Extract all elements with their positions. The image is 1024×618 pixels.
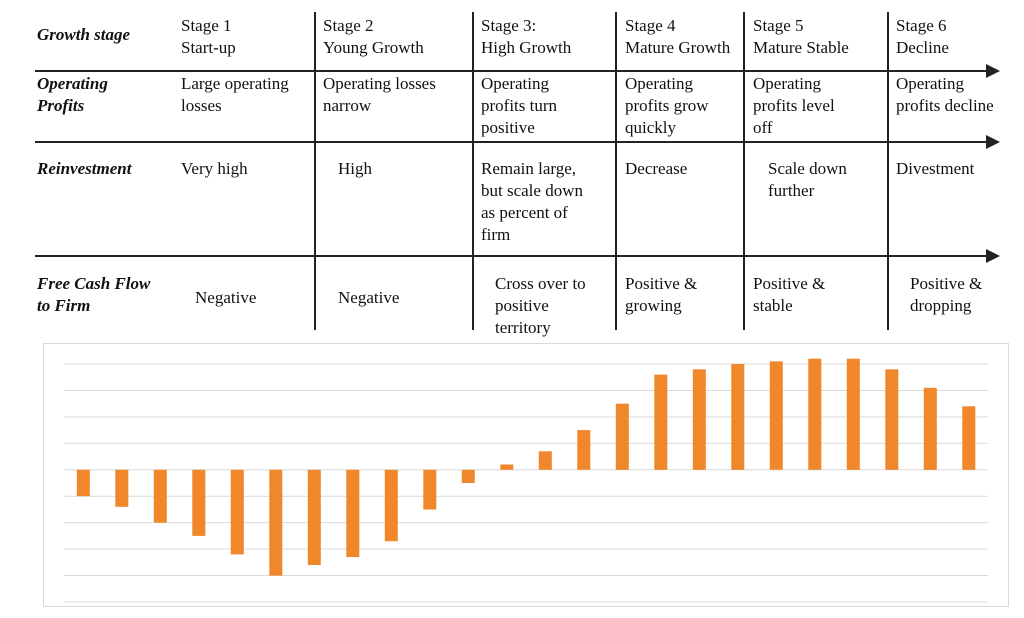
stage-2-reinvestment: High xyxy=(338,159,372,178)
chart-bar xyxy=(577,430,591,470)
chart-plot-area xyxy=(64,358,988,603)
stage-3-title: Stage 3: High Growth xyxy=(481,16,572,57)
stage-6-reinvestment: Divestment xyxy=(896,159,975,178)
chart-bar xyxy=(885,369,899,470)
stage-6-title: Stage 6 Decline xyxy=(896,16,949,57)
chart-bar xyxy=(846,358,860,470)
chart-bar xyxy=(500,464,514,470)
stage-3-fcff: Cross over to positive territory xyxy=(495,274,586,337)
chart-bar xyxy=(230,469,244,555)
stage-5-reinvestment: Scale down further xyxy=(768,159,847,200)
chart-bar xyxy=(346,469,360,558)
stage-divider xyxy=(472,12,474,330)
stage-4-title: Stage 4 Mature Growth xyxy=(625,16,731,57)
chart-bar xyxy=(115,469,129,507)
chart-bar xyxy=(192,469,206,536)
stage-divider xyxy=(887,12,889,330)
arrow-head-icon xyxy=(986,249,1000,263)
stage-divider xyxy=(743,12,745,330)
chart-bar xyxy=(76,469,90,497)
stage-5-title: Stage 5 Mature Stable xyxy=(753,16,849,57)
chart-bar xyxy=(769,361,783,470)
stage-divider xyxy=(615,12,617,330)
timeline-arrow-line-2 xyxy=(35,141,987,143)
stage-1-profits: Large operating losses xyxy=(181,74,289,115)
timeline-arrow-line-1 xyxy=(35,70,987,72)
chart-bar xyxy=(923,387,937,470)
chart-bar xyxy=(384,469,398,542)
chart-bar xyxy=(808,358,822,470)
stage-4-reinvestment: Decrease xyxy=(625,159,688,178)
chart-bar xyxy=(654,374,668,470)
row-label-growth-stage: Growth stage xyxy=(37,25,131,44)
row-label-free-cash-flow: Free Cash Flow to Firm xyxy=(37,274,151,315)
row-label-operating-profits: Operating Profits xyxy=(37,74,108,115)
stage-5-fcff: Positive & stable xyxy=(753,274,826,315)
stage-4-fcff: Positive & growing xyxy=(625,274,698,315)
row-label-reinvestment: Reinvestment xyxy=(37,159,132,178)
stage-1-reinvestment: Very high xyxy=(181,159,248,178)
chart-bar xyxy=(307,469,321,565)
stage-6-profits: Operating profits decline xyxy=(896,74,994,115)
stage-divider xyxy=(314,12,316,330)
chart-bar xyxy=(153,469,167,523)
chart-bar xyxy=(615,403,629,470)
chart-bar xyxy=(269,469,283,576)
chart-bar xyxy=(731,364,745,470)
stage-4-profits: Operating profits grow quickly xyxy=(625,74,709,137)
stage-1-fcff: Negative xyxy=(195,288,257,307)
stage-2-fcff: Negative xyxy=(338,288,400,307)
stage-5-profits: Operating profits level off xyxy=(753,74,835,137)
chart-bar xyxy=(423,469,437,510)
timeline-arrow-line-3 xyxy=(35,255,987,257)
fcff-bar-chart xyxy=(43,343,1009,607)
stage-3-profits: Operating profits turn positive xyxy=(481,74,558,137)
stage-6-fcff: Positive & dropping xyxy=(910,274,983,315)
stage-2-title: Stage 2 Young Growth xyxy=(323,16,424,57)
chart-bar xyxy=(461,469,475,483)
stage-2-profits: Operating losses narrow xyxy=(323,74,436,115)
stage-3-reinvestment: Remain large, but scale down as percent … xyxy=(481,159,583,244)
arrow-head-icon xyxy=(986,135,1000,149)
stage-1-title: Stage 1 Start-up xyxy=(181,16,236,57)
chart-bar xyxy=(692,369,706,470)
chart-bar xyxy=(538,451,552,470)
arrow-head-icon xyxy=(986,64,1000,78)
chart-bar xyxy=(962,406,976,470)
